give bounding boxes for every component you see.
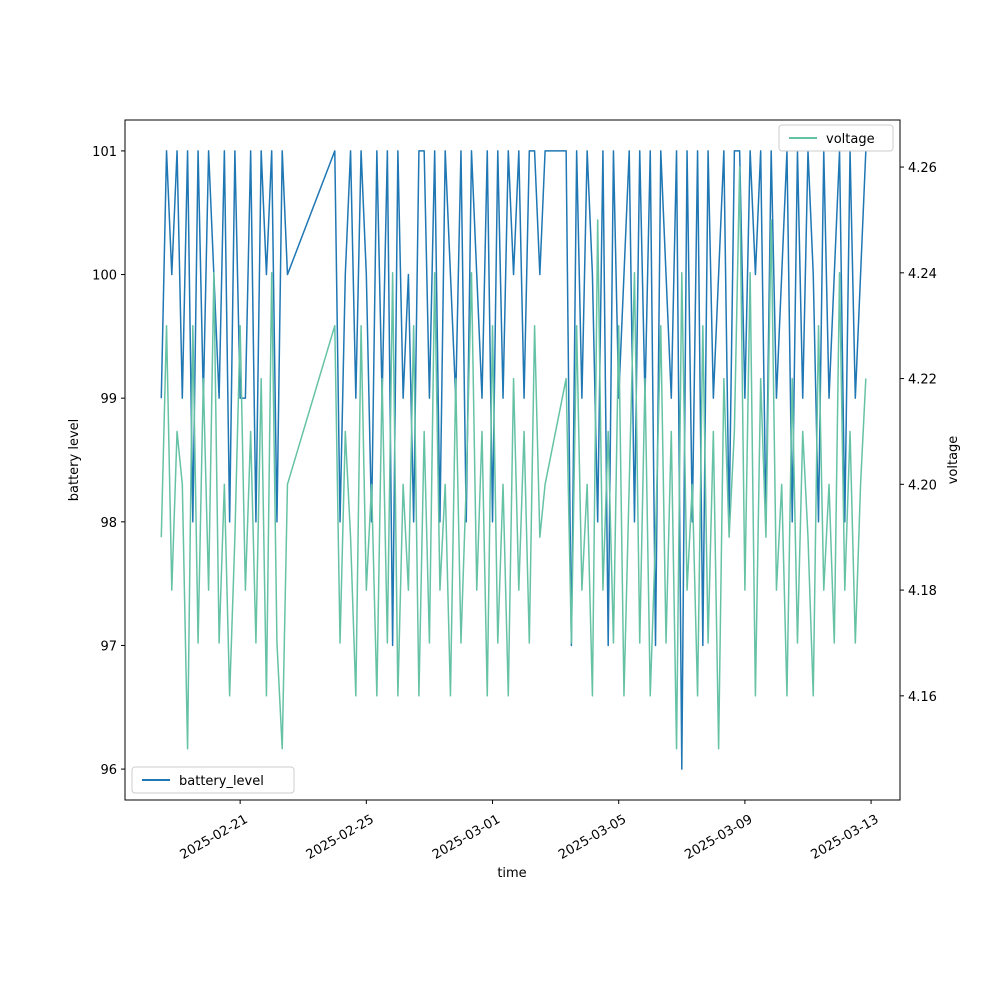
x-tick-label: 2025-03-09 xyxy=(682,812,755,863)
y2-tick-label: 4.24 xyxy=(908,267,937,282)
y-tick-label: 96 xyxy=(100,763,117,778)
y-axis-label: battery level xyxy=(67,419,82,502)
y2-tick-label: 4.26 xyxy=(908,161,937,176)
series-line xyxy=(160,166,867,750)
y-tick-label: 100 xyxy=(92,269,117,284)
x-tick-label: 2025-03-01 xyxy=(430,812,503,863)
series-line xyxy=(160,150,867,770)
y-tick-label: 99 xyxy=(100,392,117,407)
y-tick-label: 97 xyxy=(100,639,117,654)
legend-box xyxy=(131,766,295,794)
plot-frame xyxy=(124,119,901,801)
legend-box xyxy=(778,124,894,152)
legend-label: voltage xyxy=(826,132,875,147)
y2-tick-label: 4.22 xyxy=(908,373,937,388)
y-tick-label: 101 xyxy=(92,145,117,160)
x-axis-label: time xyxy=(497,866,526,881)
y2-axis-label: voltage xyxy=(946,436,961,485)
x-tick-label: 2025-03-13 xyxy=(809,812,882,863)
legend-label: battery_level xyxy=(179,774,264,789)
x-tick-label: 2025-03-05 xyxy=(556,812,629,863)
legend: voltage xyxy=(778,124,894,152)
legend: battery_level xyxy=(131,766,295,794)
y-tick-label: 98 xyxy=(100,516,117,531)
y2-tick-label: 4.18 xyxy=(908,584,937,599)
x-tick-label: 2025-02-25 xyxy=(304,812,377,863)
x-tick-label: 2025-02-21 xyxy=(178,812,251,863)
y2-tick-label: 4.20 xyxy=(908,478,937,493)
y2-tick-label: 4.16 xyxy=(908,690,937,705)
